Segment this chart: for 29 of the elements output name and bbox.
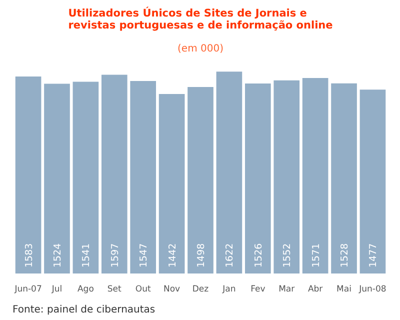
data-label: 1526 bbox=[253, 243, 264, 268]
x-tick-label: Mar bbox=[278, 284, 296, 294]
x-tick-label: Jul bbox=[50, 284, 62, 294]
data-label: 1571 bbox=[310, 243, 322, 268]
chart-title: Utilizadores Únicos de Sites de Jornais e revistas portuguesas e de informação online bbox=[68, 6, 333, 32]
data-label: 1477 bbox=[368, 243, 380, 268]
data-label: 1528 bbox=[340, 243, 351, 268]
source-note: Fonte: painel de cibernautas bbox=[12, 304, 156, 316]
x-tick-label: Jun-08 bbox=[358, 284, 386, 294]
x-tick-label: Set bbox=[107, 284, 122, 294]
x-tick-label: Ago bbox=[77, 284, 94, 294]
x-tick-label: Abr bbox=[308, 284, 324, 294]
x-tick-label: Nov bbox=[164, 284, 180, 294]
data-label: 1524 bbox=[52, 243, 64, 268]
data-label: 1442 bbox=[167, 243, 178, 268]
data-label: 1552 bbox=[282, 243, 294, 268]
chart-subtitle: (em 000) bbox=[178, 44, 224, 54]
x-tick-label: Jun-07 bbox=[14, 284, 42, 294]
x-tick-label: Dez bbox=[192, 284, 210, 294]
x-tick-label: Jan bbox=[222, 284, 236, 294]
data-label: 1547 bbox=[138, 243, 150, 268]
x-tick-label: Out bbox=[135, 284, 152, 294]
data-label: 1597 bbox=[110, 243, 121, 268]
data-label: 1583 bbox=[24, 243, 35, 268]
data-label: 1541 bbox=[81, 243, 92, 268]
x-tick-label: Fev bbox=[250, 284, 266, 294]
data-label: 1498 bbox=[196, 243, 207, 268]
x-tick-label: Mai bbox=[336, 284, 352, 294]
data-label: 1622 bbox=[224, 243, 236, 268]
